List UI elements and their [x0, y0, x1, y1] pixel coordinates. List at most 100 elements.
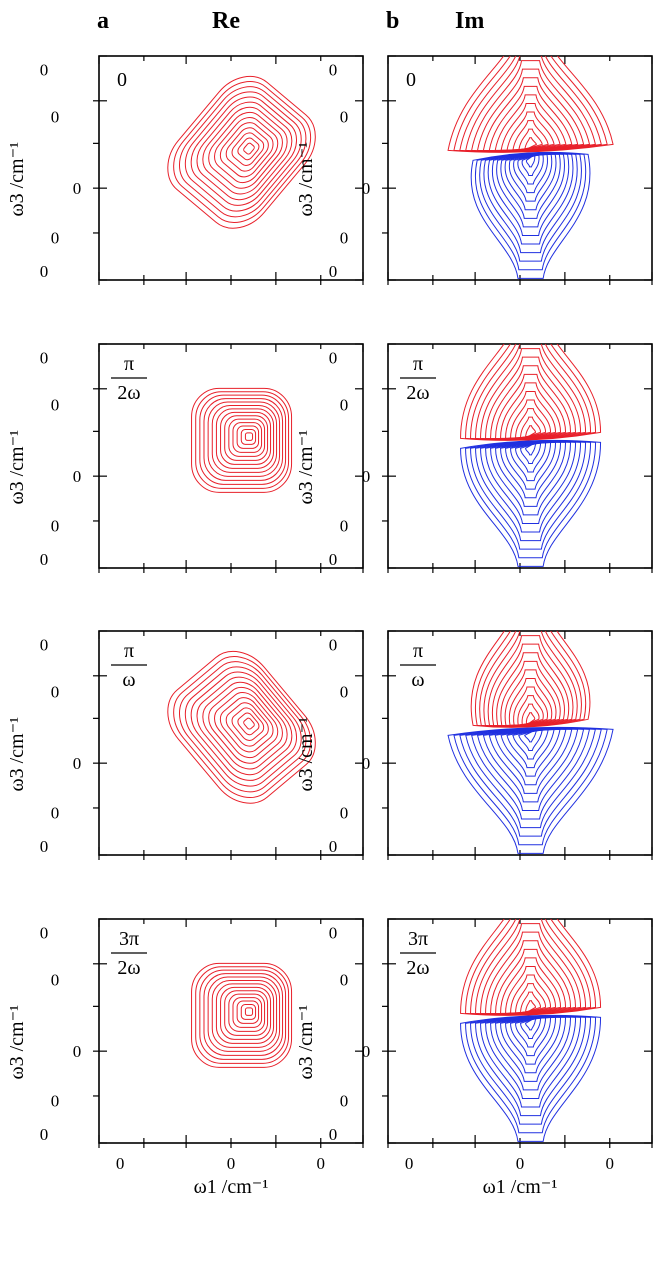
- y-tick-label: 0: [73, 467, 82, 486]
- contour-positive: [470, 919, 592, 1016]
- contour-positive: [211, 979, 278, 1048]
- panel-frame: [387, 55, 653, 281]
- contour-positive: [244, 1007, 254, 1016]
- contour-positive: [465, 919, 597, 1016]
- x-tick-label: 0: [116, 1154, 125, 1173]
- contour-positive: [232, 422, 263, 453]
- contour-positive: [512, 120, 549, 151]
- contour-positive: [219, 697, 274, 753]
- y-tick-label: 0: [340, 1091, 349, 1110]
- x-tick-label: 0: [317, 1154, 326, 1173]
- contour-positive: [459, 56, 602, 153]
- y-tick-label: 0: [340, 107, 349, 126]
- panel-label-denominator: 2ω: [117, 382, 140, 404]
- y-axis-label: ω3 /cm⁻¹: [6, 1005, 28, 1080]
- contour-positive: [240, 428, 257, 445]
- contour-negative: [447, 726, 614, 854]
- contour-negative: [490, 441, 572, 516]
- y-tick-label: 0: [51, 395, 60, 414]
- contour-positive: [191, 962, 293, 1068]
- contour-negative: [505, 441, 557, 490]
- contour-positive: [184, 91, 302, 212]
- contour-positive: [228, 993, 266, 1032]
- contour-negative: [470, 1015, 592, 1125]
- contour-positive: [470, 631, 591, 728]
- panel-label-denominator: ω: [411, 669, 424, 691]
- panel-label-denominator: 2ω: [406, 382, 429, 404]
- y-axis-label: ω3 /cm⁻¹: [6, 717, 28, 792]
- contour-positive: [490, 940, 572, 1015]
- contour-positive: [167, 75, 316, 229]
- contour-positive: [476, 68, 585, 152]
- contour-positive: [199, 394, 287, 485]
- contour-positive: [447, 56, 614, 153]
- x-axis-label: ω1 /cm⁻¹: [483, 1176, 558, 1198]
- y-tick-label: 0: [340, 682, 349, 701]
- contour-positive: [207, 401, 281, 477]
- contour-positive: [196, 101, 293, 201]
- contour-positive: [237, 712, 260, 736]
- y-tick-label: 0: [340, 803, 349, 822]
- contour-positive: [211, 404, 278, 473]
- x-axis-label: ω1 /cm⁻¹: [194, 1176, 269, 1198]
- contour-positive: [243, 142, 255, 155]
- panel-label-numerator: 3π: [408, 928, 428, 950]
- contour-positive: [525, 1000, 537, 1015]
- contour-positive: [491, 643, 570, 727]
- y-tick-label: 0: [329, 1125, 338, 1144]
- contour-positive: [190, 96, 298, 206]
- y-tick-label: 0: [329, 262, 338, 281]
- contour-negative: [485, 1016, 577, 1099]
- contour-positive: [470, 344, 592, 441]
- contour-positive: [228, 418, 266, 457]
- y-tick-label: 0: [40, 60, 49, 79]
- contour-positive: [236, 425, 260, 449]
- contour-negative: [470, 151, 591, 279]
- y-tick-label: 0: [362, 754, 371, 773]
- y-tick-label: 0: [40, 550, 49, 569]
- y-tick-label: 0: [340, 395, 349, 414]
- y-tick-label: 0: [51, 1091, 60, 1110]
- contour-positive: [220, 411, 272, 465]
- panel-frame: [98, 55, 364, 281]
- x-tick-label: 0: [516, 1154, 525, 1173]
- y-tick-label: 0: [40, 1125, 49, 1144]
- panel-label-numerator: π: [413, 640, 423, 662]
- contour-positive: [225, 127, 269, 172]
- contour-negative: [517, 153, 544, 185]
- y-tick-label: 0: [362, 179, 371, 198]
- panel-label-numerator: 3π: [119, 928, 139, 950]
- y-tick-label: 0: [51, 228, 60, 247]
- contour-positive: [237, 137, 260, 161]
- y-tick-label: 0: [51, 516, 60, 535]
- contour-positive: [215, 983, 275, 1044]
- contour-positive: [225, 702, 269, 747]
- y-axis-label: ω3 /cm⁻¹: [6, 142, 28, 217]
- contour-negative: [525, 441, 537, 456]
- contour-negative: [508, 153, 553, 202]
- y-tick-label: 0: [329, 550, 338, 569]
- contour-positive: [465, 344, 597, 441]
- y-tick-label: 0: [329, 348, 338, 367]
- contour-negative: [485, 441, 577, 524]
- contour-negative: [470, 440, 592, 550]
- contour-negative: [524, 728, 538, 743]
- contour-positive: [224, 990, 269, 1036]
- contour-positive: [178, 661, 307, 793]
- contour-positive: [167, 650, 316, 804]
- contour-negative: [476, 728, 585, 811]
- contour-positive: [231, 132, 265, 166]
- contour-positive: [173, 81, 312, 223]
- column-a-letter: a: [97, 8, 109, 34]
- contour-positive: [207, 976, 281, 1052]
- contour-positive: [505, 965, 557, 1014]
- contour-positive: [199, 969, 287, 1060]
- y-tick-label: 0: [329, 923, 338, 942]
